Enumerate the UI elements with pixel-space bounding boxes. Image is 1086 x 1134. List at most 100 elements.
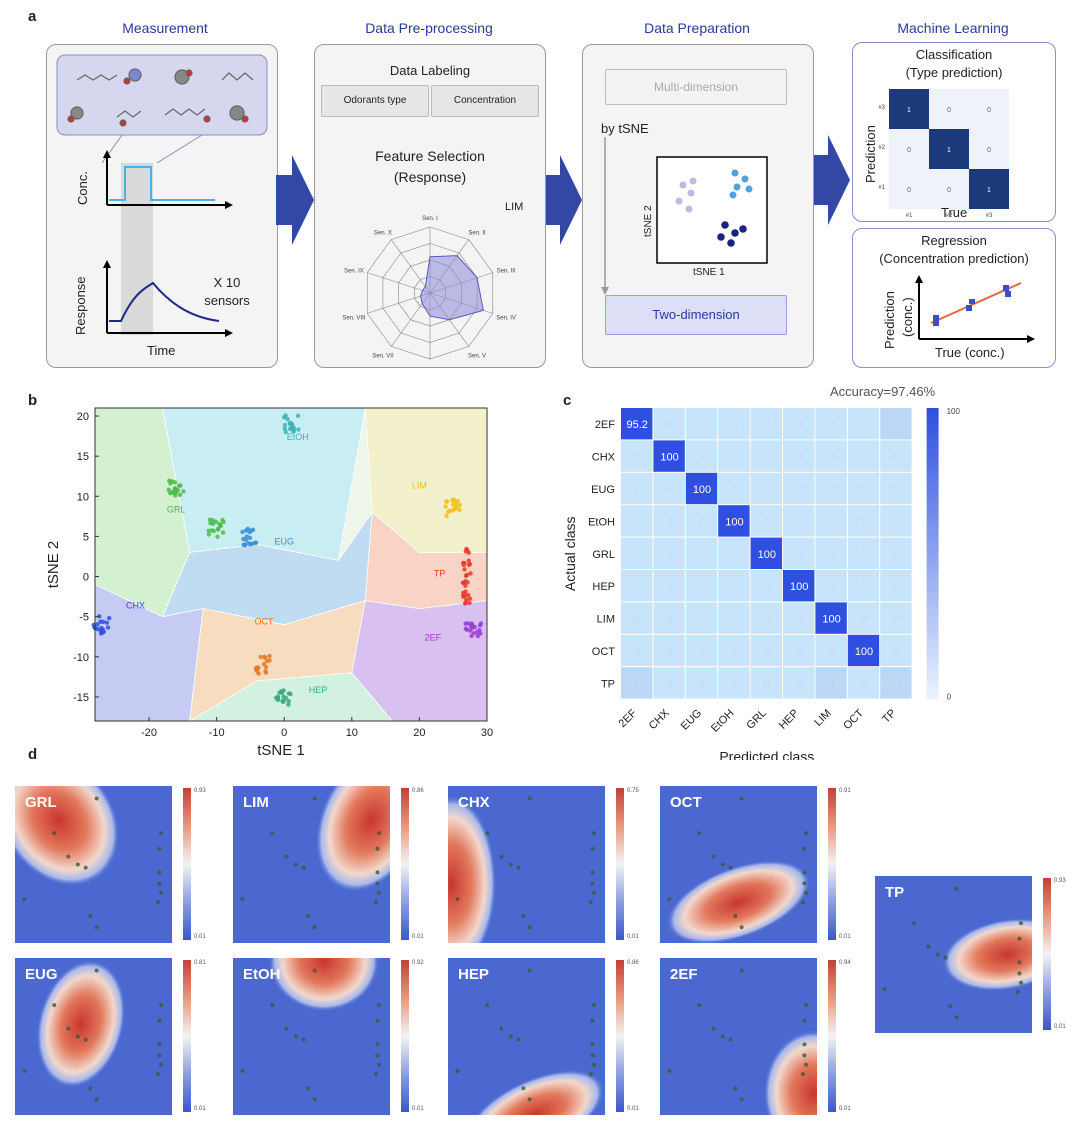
cm-cell xyxy=(685,634,718,667)
arrow-2 xyxy=(544,155,582,245)
cm-cell-value: 100 xyxy=(725,516,743,528)
tsne-point xyxy=(283,695,289,701)
cm-cell xyxy=(718,472,750,505)
tsne-point xyxy=(286,699,292,704)
map-point xyxy=(739,796,744,801)
map-point xyxy=(301,1037,306,1042)
tsne-point xyxy=(245,526,251,532)
cm-cell xyxy=(847,602,880,634)
cm-cell-value: 0 xyxy=(667,646,673,658)
map-point xyxy=(733,1086,738,1091)
cm-cell xyxy=(621,537,653,569)
cm-cell-value: 0 xyxy=(667,581,673,593)
cm-colorbar-max: 100 xyxy=(947,407,961,416)
tsne-point xyxy=(464,627,470,632)
tsne-y-tick-label: 0 xyxy=(83,572,89,584)
tsne-point xyxy=(240,529,245,535)
cm-cell xyxy=(653,667,685,699)
cm-cell-value: 100 xyxy=(660,452,678,464)
tsne-point xyxy=(176,483,182,488)
cm-cell xyxy=(750,537,782,569)
cm-cell xyxy=(750,440,782,472)
map-point xyxy=(1017,960,1022,965)
probability-map-svg xyxy=(233,786,390,943)
cm-cell-value: 0 xyxy=(764,452,770,464)
cm-cell-value: 0 xyxy=(796,484,802,496)
cm-cell xyxy=(783,505,815,537)
colorbar-min-label: 0.01 xyxy=(839,934,851,940)
cm-cell-value: 0 xyxy=(764,484,770,496)
cm-cell-value: 0 xyxy=(829,581,835,593)
tsne-point xyxy=(282,422,288,428)
map-point xyxy=(94,1097,99,1102)
map-point xyxy=(527,925,532,930)
map-point xyxy=(375,870,380,875)
cm-cell-value: 0 xyxy=(796,516,802,528)
mini-tsne1-label: tSNE 1 xyxy=(693,267,725,278)
chip-concentration: Concentration xyxy=(431,85,539,117)
small-cm-row-label: #2 xyxy=(878,145,885,151)
probability-hotspot xyxy=(666,860,811,943)
radar-axis-label: Sen. IV xyxy=(496,315,516,321)
probability-map-svg xyxy=(448,786,605,943)
cm-col-label: CHX xyxy=(647,707,672,732)
tsne-point xyxy=(262,654,267,660)
probability-map-colorbar xyxy=(401,960,409,1112)
cm-accuracy-title: Accuracy=97.46% xyxy=(830,384,936,399)
cm-cell xyxy=(783,634,815,667)
small-cm-cell xyxy=(889,169,929,209)
map-point xyxy=(516,865,521,870)
small-cm-cell xyxy=(969,129,1009,169)
cm-cell-value: 0 xyxy=(731,678,737,690)
map-point xyxy=(527,1097,532,1102)
radar-spoke xyxy=(367,272,431,294)
colorbar-max-label: 0.86 xyxy=(412,788,424,794)
cm-cell xyxy=(718,667,750,699)
tsne-mini-graphic xyxy=(601,137,768,295)
small-cm-col-label: #1 xyxy=(906,213,913,219)
tsne-frame xyxy=(94,407,488,722)
map-point xyxy=(157,1053,162,1058)
map-point xyxy=(739,1097,744,1102)
tsne-point xyxy=(98,619,103,624)
map-point xyxy=(157,881,162,886)
cm-cell-value: 100 xyxy=(790,581,808,593)
arrow-3 xyxy=(812,135,850,225)
cm-cell-value: 0 xyxy=(829,646,835,658)
tsne-point xyxy=(97,614,102,619)
colorbar-min-label: 0.01 xyxy=(194,1106,206,1112)
probability-map-colorbar xyxy=(183,960,191,1112)
cm-cell xyxy=(880,472,912,505)
probability-hotspot xyxy=(268,958,380,1012)
probability-map-svg xyxy=(660,958,817,1115)
cm-cell xyxy=(685,472,718,505)
probability-hotspot xyxy=(763,1030,817,1115)
map-point xyxy=(954,886,959,891)
reg-true-label: True (conc.) xyxy=(935,345,1005,360)
tsne-y-tick-label: 10 xyxy=(77,491,89,503)
map-point xyxy=(88,1086,93,1091)
cm-cell-value: 100 xyxy=(758,549,776,561)
tsne-point xyxy=(443,504,448,509)
small-cm-value: 0 xyxy=(907,187,911,194)
tsne-point xyxy=(444,499,450,504)
map-point xyxy=(155,1072,160,1077)
map-point xyxy=(521,914,526,919)
cm-cell xyxy=(783,537,815,569)
cm-cell-value: 0 xyxy=(893,581,899,593)
tsne-point xyxy=(217,522,223,528)
probability-map-hep: HEP xyxy=(448,958,605,1115)
tsne-point xyxy=(258,654,263,660)
probability-map-label: OCT xyxy=(670,794,702,811)
cm-cell-value: 0 xyxy=(893,646,899,658)
colorbar-max-label: 0.92 xyxy=(412,960,424,966)
measurement-box: Conc. Response Time X 10 sensors xyxy=(46,44,278,368)
cm-cell-value: 7.9 xyxy=(630,678,645,690)
cm-cell-value: 0 xyxy=(699,549,705,561)
cm-cell-value: 0 xyxy=(764,678,770,690)
regression-box: Regression (Concentration prediction) Pr… xyxy=(852,228,1056,368)
cm-cell xyxy=(783,602,815,634)
cm-cell xyxy=(685,537,718,569)
cm-cell xyxy=(815,408,847,440)
probability-map-label: GRL xyxy=(25,794,57,811)
